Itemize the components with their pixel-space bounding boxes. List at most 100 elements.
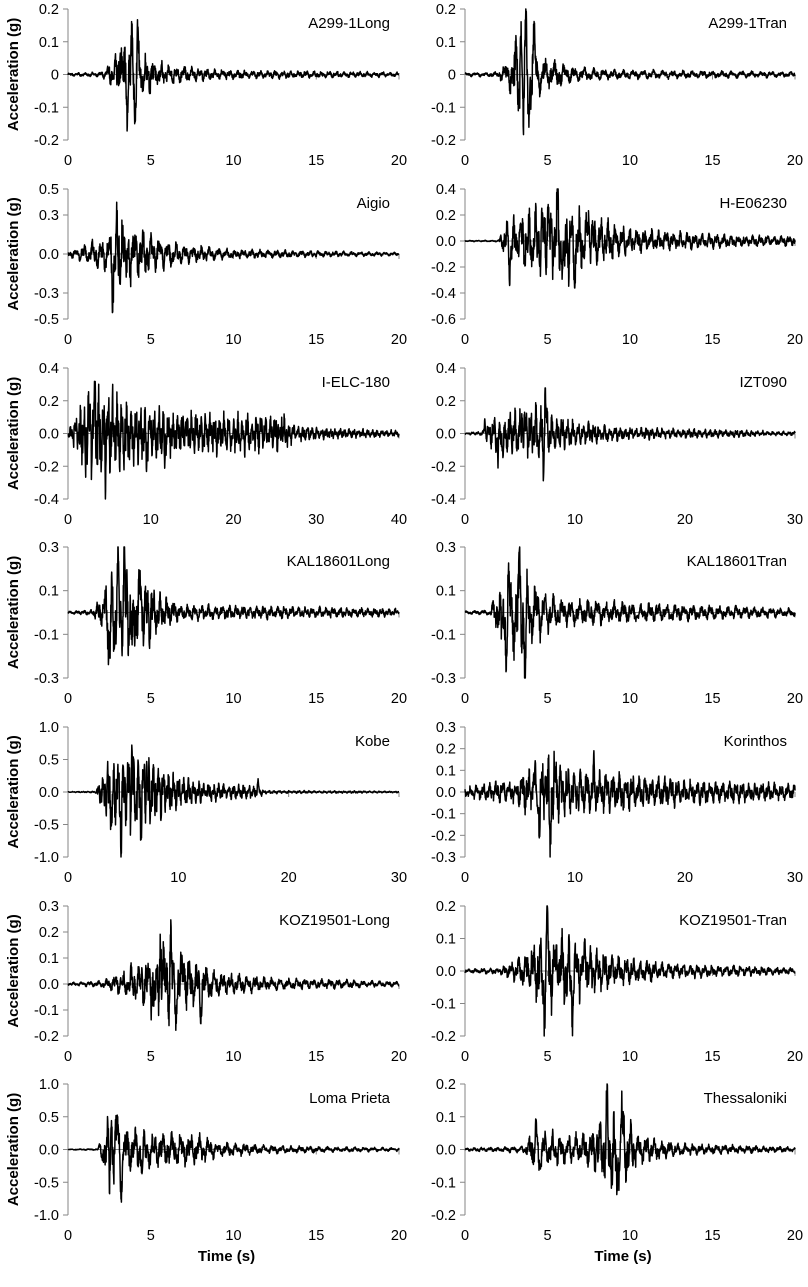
- y-tick-label: -0.5: [34, 1175, 59, 1191]
- y-tick-label: -1.0: [34, 1208, 59, 1224]
- record-name-label: KOZ19501-Long: [279, 912, 390, 929]
- x-tick-label: 10: [225, 332, 241, 348]
- y-tick-label: 0.5: [39, 1110, 59, 1126]
- y-tick-label: -0.2: [34, 459, 59, 475]
- x-tick-label: 20: [281, 870, 297, 886]
- x-tick-label: 15: [308, 153, 324, 169]
- x-tick-label: 20: [787, 332, 803, 348]
- y-tick-label: 0.0: [39, 247, 59, 263]
- y-axis-title: Acceleration (g): [5, 18, 22, 131]
- y-tick-label: 0.1: [39, 951, 59, 967]
- acceleration-trace: [67, 1114, 400, 1203]
- y-tick-label: 0.1: [436, 932, 456, 948]
- y-tick-label: 0.3: [39, 208, 59, 224]
- x-tick-label: 0: [461, 691, 469, 707]
- x-tick-label: 10: [622, 1049, 638, 1065]
- y-tick-label: 0.1: [436, 1110, 456, 1126]
- x-tick-label: 5: [147, 1228, 155, 1244]
- y-tick-label: -0.2: [431, 459, 456, 475]
- acceleration-trace: [464, 1083, 796, 1196]
- x-tick-label: 10: [225, 691, 241, 707]
- y-tick-label: -0.1: [34, 1003, 59, 1019]
- y-tick-label: -0.6: [431, 312, 456, 328]
- y-tick-label: 0.1: [436, 763, 456, 779]
- x-tick-label: 20: [677, 512, 693, 528]
- y-tick-label: 0.0: [436, 427, 456, 443]
- y-tick-label: 0: [448, 68, 456, 84]
- y-tick-label: -0.5: [34, 818, 59, 834]
- x-tick-label: 5: [147, 153, 155, 169]
- accel-panel-5: 0.4 0.2 0.0 -0.2 -0.4 0 10 20 30 IZT090: [431, 361, 803, 528]
- y-tick-label: 0.0: [436, 234, 456, 250]
- x-tick-label: 15: [308, 1049, 324, 1065]
- y-tick-label: -0.1: [431, 997, 456, 1013]
- x-tick-label: 15: [704, 691, 720, 707]
- x-axis-title: Time (s): [198, 1248, 255, 1265]
- x-tick-label: 15: [704, 1228, 720, 1244]
- accel-panel-2: 0.5 0.3 0.0 -0.3 -0.5 0 5 10 15 20 Acceleration (g…: [5, 182, 407, 348]
- x-tick-label: 40: [391, 512, 407, 528]
- x-tick-label: 0: [64, 153, 72, 169]
- y-tick-label: -0.4: [34, 492, 59, 508]
- y-tick-label: 0.2: [436, 2, 456, 18]
- y-tick-label: 0.5: [39, 753, 59, 769]
- x-tick-label: 10: [225, 1049, 241, 1065]
- accel-panel-10: 0.3 0.2 0.1 0.0 -0.1 -0.2 0 5 10 15 20 Acceleration…: [5, 899, 407, 1065]
- y-tick-label: -0.1: [431, 1175, 456, 1191]
- x-tick-label: 0: [461, 870, 469, 886]
- x-tick-label: 10: [622, 691, 638, 707]
- accel-panel-7: 0.3 0.1 -0.1 -0.3 0 5 10 15 20 KAL18601Tran: [431, 540, 803, 707]
- y-tick-label: -0.3: [34, 286, 59, 302]
- y-tick-label: 0.2: [39, 925, 59, 941]
- y-tick-label: 0.2: [436, 1077, 456, 1093]
- accel-panel-13: 0.2 0.1 0.0 -0.1 -0.2 0 5 10 15 20 Time (s) Thessal…: [431, 1077, 803, 1265]
- x-tick-label: 0: [461, 512, 469, 528]
- y-tick-label: -0.2: [431, 260, 456, 276]
- x-tick-label: 30: [308, 512, 324, 528]
- y-tick-label: -0.1: [431, 807, 456, 823]
- acceleration-trace: [464, 8, 796, 136]
- y-tick-label: 0.1: [436, 35, 456, 51]
- accel-panel-0: 0.2 0.1 0 -0.1 -0.2 0 5 10 15 20 Acceleration (g) A…: [5, 2, 407, 169]
- y-tick-label: 0.2: [39, 2, 59, 18]
- record-name-label: A299-1Long: [308, 15, 390, 32]
- x-tick-label: 15: [704, 332, 720, 348]
- y-tick-label: 0.3: [39, 540, 59, 556]
- y-tick-label: 0.2: [436, 742, 456, 758]
- record-name-label: H-E06230: [719, 195, 787, 212]
- y-axis-title: Acceleration (g): [5, 914, 22, 1027]
- y-tick-label: 1.0: [39, 720, 59, 736]
- y-tick-label: 0.0: [436, 1143, 456, 1159]
- accel-panel-3: 0.4 0.2 0.0 -0.2 -0.4 -0.6 0 5 10 15 20 H-E06230: [431, 182, 803, 348]
- y-tick-label: -0.1: [431, 627, 456, 643]
- x-tick-label: 10: [622, 153, 638, 169]
- x-tick-label: 10: [567, 512, 583, 528]
- x-tick-label: 10: [170, 870, 186, 886]
- x-tick-label: 20: [787, 153, 803, 169]
- record-name-label: KAL18601Long: [287, 553, 390, 570]
- y-tick-label: 0.3: [436, 540, 456, 556]
- x-tick-label: 20: [391, 691, 407, 707]
- y-tick-label: 0.0: [39, 427, 59, 443]
- y-axis-title: Acceleration (g): [5, 556, 22, 669]
- x-tick-label: 30: [787, 870, 803, 886]
- record-name-label: Korinthos: [724, 733, 787, 750]
- acceleration-trace: [464, 905, 796, 1037]
- x-tick-label: 10: [567, 870, 583, 886]
- y-tick-label: 0.5: [39, 182, 59, 198]
- x-tick-label: 20: [225, 512, 241, 528]
- x-tick-label: 10: [622, 332, 638, 348]
- y-tick-label: 0.4: [39, 361, 59, 377]
- x-tick-label: 10: [225, 153, 241, 169]
- y-axis-title: Acceleration (g): [5, 197, 22, 310]
- y-tick-label: 0.2: [39, 394, 59, 410]
- y-tick-label: -0.3: [431, 671, 456, 687]
- x-tick-label: 5: [147, 691, 155, 707]
- x-tick-label: 20: [787, 1228, 803, 1244]
- x-tick-label: 0: [64, 691, 72, 707]
- y-tick-label: -0.4: [431, 286, 456, 302]
- x-tick-label: 20: [787, 1049, 803, 1065]
- y-tick-label: 0.0: [436, 964, 456, 980]
- x-tick-label: 5: [543, 1228, 551, 1244]
